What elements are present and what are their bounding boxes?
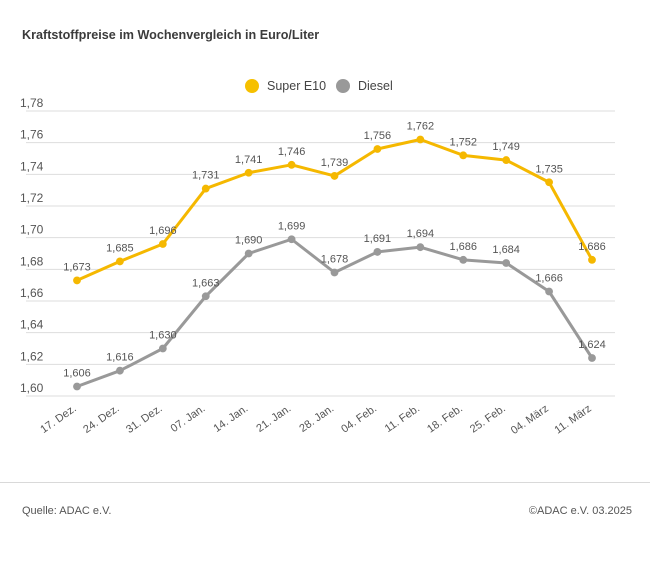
svg-text:1,616: 1,616 bbox=[106, 352, 134, 364]
svg-text:1,694: 1,694 bbox=[407, 228, 435, 240]
svg-text:1,686: 1,686 bbox=[449, 241, 477, 253]
svg-text:11. Feb.: 11. Feb. bbox=[383, 403, 422, 436]
svg-text:1,62: 1,62 bbox=[20, 349, 44, 363]
svg-text:04. März: 04. März bbox=[509, 403, 551, 437]
svg-text:31. Dez.: 31. Dez. bbox=[124, 403, 164, 436]
svg-text:1,686: 1,686 bbox=[578, 241, 606, 253]
svg-text:1,685: 1,685 bbox=[106, 242, 134, 254]
svg-text:1,746: 1,746 bbox=[278, 146, 306, 158]
svg-text:28. Jan.: 28. Jan. bbox=[297, 403, 336, 435]
svg-text:1,76: 1,76 bbox=[20, 128, 44, 142]
svg-text:07. Jan.: 07. Jan. bbox=[169, 403, 208, 435]
svg-text:17. Dez.: 17. Dez. bbox=[38, 403, 78, 436]
svg-text:1,606: 1,606 bbox=[63, 368, 91, 380]
svg-text:1,624: 1,624 bbox=[578, 339, 606, 351]
svg-text:1,752: 1,752 bbox=[449, 136, 477, 148]
svg-text:1,739: 1,739 bbox=[321, 157, 349, 169]
svg-text:1,691: 1,691 bbox=[364, 233, 392, 245]
svg-text:1,731: 1,731 bbox=[192, 170, 220, 182]
svg-text:1,68: 1,68 bbox=[20, 254, 44, 268]
svg-text:14. Jan.: 14. Jan. bbox=[211, 403, 250, 435]
svg-text:1,756: 1,756 bbox=[364, 130, 392, 142]
svg-text:1,749: 1,749 bbox=[492, 141, 520, 153]
svg-text:1,699: 1,699 bbox=[278, 220, 306, 232]
svg-text:1,696: 1,696 bbox=[149, 225, 177, 237]
svg-text:1,684: 1,684 bbox=[492, 244, 520, 256]
svg-text:24. Dez.: 24. Dez. bbox=[81, 403, 121, 436]
svg-text:1,673: 1,673 bbox=[63, 261, 91, 273]
svg-text:11. März: 11. März bbox=[552, 403, 593, 437]
svg-text:1,741: 1,741 bbox=[235, 154, 263, 166]
svg-text:25. Feb.: 25. Feb. bbox=[468, 403, 508, 436]
svg-text:1,735: 1,735 bbox=[535, 163, 563, 175]
svg-text:1,678: 1,678 bbox=[321, 254, 349, 266]
svg-text:1,630: 1,630 bbox=[149, 330, 177, 342]
svg-text:1,64: 1,64 bbox=[20, 318, 44, 332]
svg-text:1,74: 1,74 bbox=[20, 159, 44, 173]
svg-text:1,70: 1,70 bbox=[20, 223, 44, 237]
svg-text:1,762: 1,762 bbox=[407, 121, 435, 133]
svg-text:1,690: 1,690 bbox=[235, 235, 263, 247]
svg-text:1,666: 1,666 bbox=[535, 273, 563, 285]
svg-text:1,60: 1,60 bbox=[20, 381, 44, 395]
svg-text:04. Feb.: 04. Feb. bbox=[339, 403, 379, 436]
svg-text:1,66: 1,66 bbox=[20, 286, 44, 300]
svg-text:1,78: 1,78 bbox=[20, 96, 44, 110]
svg-text:1,72: 1,72 bbox=[20, 191, 44, 205]
svg-text:21. Jan.: 21. Jan. bbox=[254, 403, 293, 435]
svg-text:18. Feb.: 18. Feb. bbox=[425, 403, 465, 436]
svg-text:1,663: 1,663 bbox=[192, 277, 220, 289]
